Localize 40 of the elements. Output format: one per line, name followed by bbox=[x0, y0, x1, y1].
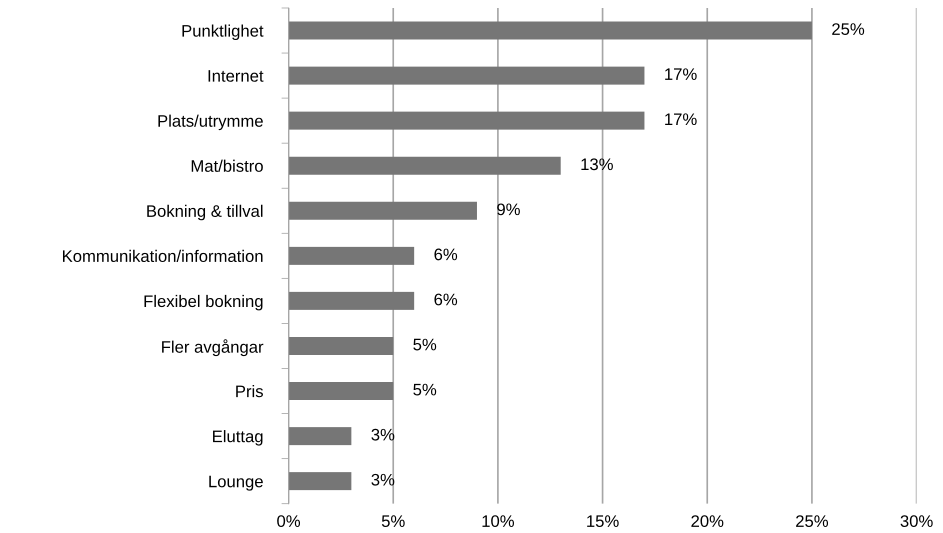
data-label: 17% bbox=[665, 113, 697, 126]
data-label: 5% bbox=[413, 384, 436, 396]
x-tick-label: 25% bbox=[796, 515, 828, 528]
data-label: 6% bbox=[434, 248, 458, 260]
data-label: 25% bbox=[832, 23, 864, 35]
data-label: 6% bbox=[434, 294, 458, 306]
bar bbox=[288, 202, 477, 220]
data-label: 5% bbox=[413, 338, 436, 350]
y-tick-label: Bokning & tillval bbox=[147, 204, 262, 220]
y-tick-label: Lounge bbox=[209, 476, 263, 491]
x-tick-label: 0% bbox=[277, 515, 300, 528]
y-tick-label: Plats/utrymme bbox=[158, 114, 263, 130]
data-label: 13% bbox=[581, 158, 613, 170]
bar bbox=[288, 156, 561, 175]
x-tick-label: 15% bbox=[587, 515, 619, 528]
bar bbox=[288, 112, 644, 130]
data-label: 3% bbox=[371, 428, 394, 441]
bar bbox=[288, 22, 812, 40]
bar bbox=[288, 66, 644, 85]
y-tick-label: Fler avgångar bbox=[162, 339, 264, 356]
y-tick-label: Pris bbox=[236, 384, 263, 398]
x-tick-label: 30% bbox=[900, 515, 933, 528]
bar bbox=[288, 336, 394, 355]
y-tick-label: Internet bbox=[208, 70, 264, 82]
y-tick-label: Eluttag bbox=[213, 430, 262, 446]
x-tick-label: 10% bbox=[482, 515, 514, 528]
y-tick-label: Flexibel bokning bbox=[144, 294, 262, 310]
x-tick-label: 5% bbox=[382, 515, 405, 528]
x-tick-label: 20% bbox=[691, 515, 724, 528]
data-label: 17% bbox=[665, 68, 697, 80]
bar bbox=[288, 292, 414, 310]
bar bbox=[288, 472, 352, 490]
bar bbox=[288, 427, 352, 446]
y-tick-label: Punktlighet bbox=[182, 24, 264, 40]
y-tick-label: Kommunikation/information bbox=[62, 250, 262, 262]
data-label: 9% bbox=[497, 203, 520, 216]
bar bbox=[288, 382, 394, 400]
y-tick-label: Mat/bistro bbox=[192, 160, 263, 172]
data-label: 3% bbox=[371, 474, 394, 486]
bar bbox=[288, 246, 414, 265]
